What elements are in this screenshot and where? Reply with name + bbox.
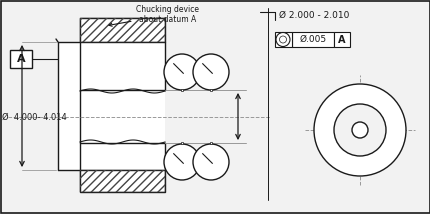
Text: Ø.005: Ø.005 <box>299 35 326 44</box>
Bar <box>80 18 165 192</box>
Bar <box>209 89 212 91</box>
Bar <box>291 32 333 47</box>
Bar <box>180 142 183 144</box>
Text: Ø 2.000 - 2.010: Ø 2.000 - 2.010 <box>278 10 349 19</box>
Bar <box>10 50 32 68</box>
Bar <box>58 42 80 170</box>
Text: A: A <box>17 54 25 64</box>
Circle shape <box>193 54 228 90</box>
Text: Ø  4.000- 4.014: Ø 4.000- 4.014 <box>2 113 67 122</box>
Circle shape <box>193 144 228 180</box>
Text: Chucking device
about datum A: Chucking device about datum A <box>109 5 199 26</box>
Polygon shape <box>80 170 165 192</box>
Polygon shape <box>80 18 165 42</box>
Bar <box>274 32 291 47</box>
Circle shape <box>164 144 200 180</box>
Circle shape <box>164 54 200 90</box>
Circle shape <box>333 104 385 156</box>
Circle shape <box>275 33 289 46</box>
Bar <box>180 89 183 91</box>
Circle shape <box>351 122 367 138</box>
Bar <box>209 142 212 144</box>
Text: A: A <box>338 34 345 45</box>
Bar <box>333 32 349 47</box>
Circle shape <box>313 84 405 176</box>
